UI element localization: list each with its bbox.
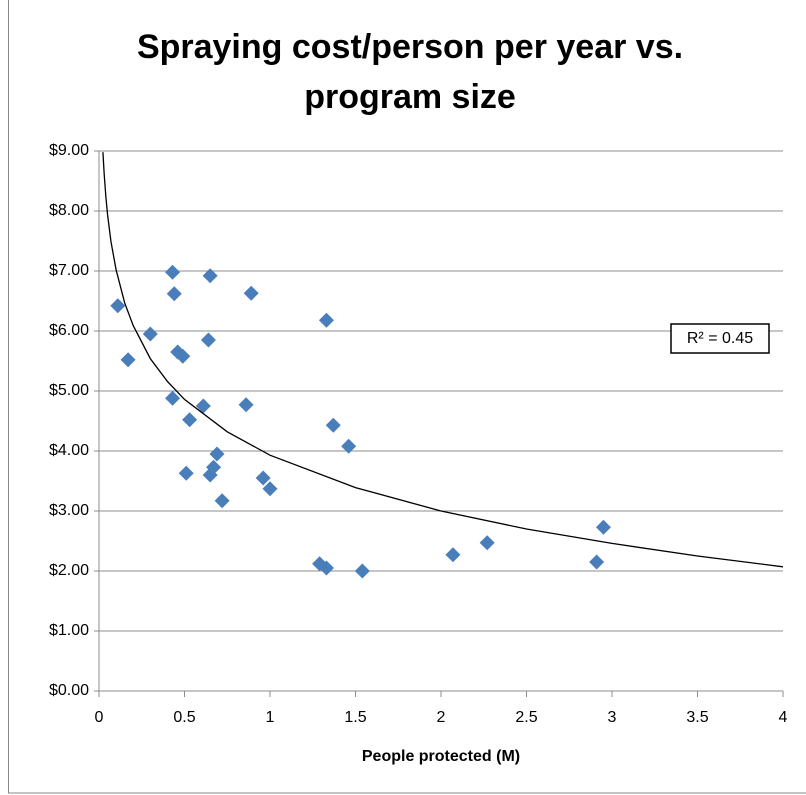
y-tick-label: $8.00 bbox=[49, 202, 89, 219]
point bbox=[595, 519, 611, 535]
y-tick-label: $2.00 bbox=[49, 562, 89, 579]
y-tick-label: $4.00 bbox=[49, 442, 89, 459]
point bbox=[325, 417, 341, 433]
y-tick-label: $0.00 bbox=[49, 682, 89, 699]
y-tick-label: $3.00 bbox=[49, 502, 89, 519]
point bbox=[200, 332, 216, 348]
x-tick-label: 3 bbox=[608, 709, 617, 726]
point bbox=[589, 554, 605, 570]
point bbox=[206, 459, 222, 475]
point bbox=[165, 390, 181, 406]
x-tick-label: 0.5 bbox=[173, 709, 195, 726]
point bbox=[445, 547, 461, 563]
x-tick-label: 1.5 bbox=[344, 709, 366, 726]
chart-border bbox=[8, 0, 806, 794]
point bbox=[195, 398, 211, 414]
point bbox=[110, 298, 126, 314]
point bbox=[175, 348, 191, 364]
y-tick-label: $1.00 bbox=[49, 622, 89, 639]
point bbox=[243, 285, 259, 301]
point bbox=[178, 465, 194, 481]
point bbox=[166, 286, 182, 302]
point bbox=[341, 438, 357, 454]
point bbox=[120, 352, 136, 368]
point bbox=[318, 560, 334, 576]
point bbox=[479, 535, 495, 551]
point bbox=[202, 268, 218, 284]
x-tick-label: 4 bbox=[779, 709, 788, 726]
x-tick-label: 1 bbox=[266, 709, 275, 726]
point bbox=[255, 470, 271, 486]
point bbox=[262, 481, 278, 497]
y-tick-label: $5.00 bbox=[49, 382, 89, 399]
point bbox=[318, 312, 334, 328]
trendline bbox=[102, 152, 784, 568]
annotation: R² = 0.45 bbox=[687, 330, 753, 347]
x-tick-label: 3.5 bbox=[686, 709, 708, 726]
point bbox=[209, 446, 225, 462]
y-tick-label: $7.00 bbox=[49, 262, 89, 279]
x-tick-label: 2.5 bbox=[515, 709, 537, 726]
y-tick-label: $9.00 bbox=[49, 142, 89, 159]
x-tick-label: 0 bbox=[95, 709, 104, 726]
point bbox=[354, 563, 370, 579]
point bbox=[142, 326, 158, 342]
chart-title: Spraying cost/person per year vs. progra… bbox=[136, 28, 684, 116]
x-tick-label: 2 bbox=[437, 709, 446, 726]
y-tick-label: $6.00 bbox=[49, 322, 89, 339]
x-axis-label: People protected (M) bbox=[362, 748, 520, 765]
annotation-box bbox=[670, 323, 770, 354]
point bbox=[165, 264, 181, 280]
point bbox=[238, 397, 254, 413]
point bbox=[214, 493, 230, 509]
point bbox=[182, 412, 198, 428]
